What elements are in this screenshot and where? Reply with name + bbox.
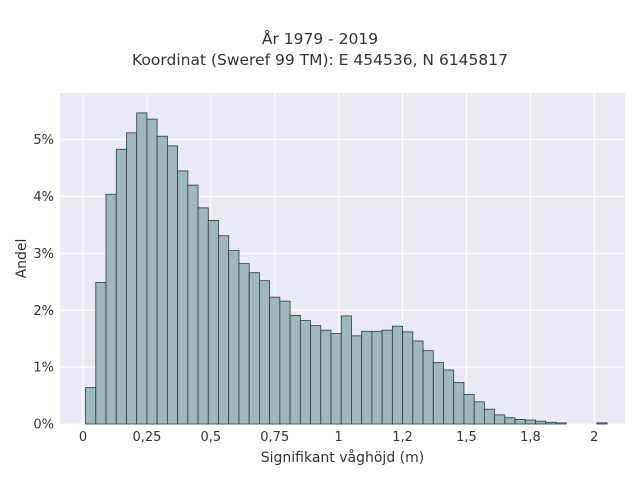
histogram-bar <box>463 394 475 425</box>
histogram-bar <box>238 263 250 425</box>
histogram-bar <box>330 333 342 425</box>
y-tick-label: 1% <box>33 361 54 376</box>
histogram-bar <box>269 296 281 425</box>
histogram-bar <box>483 408 496 425</box>
x-tick-label: 1 <box>335 430 343 445</box>
x-tick-label: 0,5 <box>200 430 221 445</box>
y-tick-label: 0% <box>33 418 54 433</box>
histogram-bar <box>228 250 240 425</box>
x-axis-label: Signifikant våghöjd (m) <box>261 449 424 466</box>
histogram-bar <box>545 421 557 425</box>
histogram-bar <box>166 145 179 425</box>
x-tick-label: 1,5 <box>456 430 477 445</box>
histogram-bar <box>156 135 168 425</box>
histogram-bar <box>340 315 352 425</box>
histogram-bar <box>443 369 455 425</box>
histogram-bar <box>197 207 209 425</box>
histogram-bar <box>535 420 547 425</box>
chart-title: År 1979 - 2019 <box>261 30 379 48</box>
histogram-bar <box>105 193 117 425</box>
x-tick-label: 0,75 <box>260 430 289 445</box>
histogram-bar <box>85 387 97 425</box>
histogram-bar <box>187 184 199 425</box>
histogram-bar <box>432 362 444 425</box>
histogram-bar <box>320 329 332 425</box>
y-tick-label: 2% <box>33 304 54 319</box>
histogram-bar <box>514 419 526 425</box>
histogram-bar <box>391 325 403 425</box>
histogram-bar <box>402 331 414 425</box>
y-tick-label: 3% <box>33 247 54 262</box>
histogram-bar <box>218 235 230 425</box>
histogram-bar <box>555 422 567 425</box>
histogram-bar <box>504 417 516 425</box>
histogram-bar <box>351 335 363 425</box>
histogram-bar <box>289 314 301 425</box>
x-tick-label: 2 <box>590 430 598 445</box>
chart-subtitle: Koordinat (Sweref 99 TM): E 454536, N 61… <box>132 51 508 69</box>
y-tick-label: 4% <box>33 190 54 205</box>
histogram-bar <box>361 330 373 425</box>
histogram-bar <box>279 300 291 425</box>
histogram-bar <box>207 219 219 425</box>
histogram-bar <box>115 148 127 425</box>
y-tick-label: 5% <box>33 133 54 148</box>
x-tick-label: 0,25 <box>132 430 161 445</box>
histogram-bars <box>85 112 608 425</box>
x-tick-label: 0 <box>79 430 87 445</box>
x-tick-label: 1,2 <box>392 430 413 445</box>
histogram-bar <box>146 118 158 425</box>
histogram-bar <box>126 132 138 425</box>
histogram-bar <box>259 280 271 425</box>
y-axis-label: Andel <box>14 239 30 279</box>
histogram-bar <box>177 170 189 425</box>
histogram-bar <box>494 414 506 425</box>
histogram-bar <box>310 325 322 425</box>
histogram-bar <box>299 320 311 425</box>
histogram-bar <box>381 329 393 425</box>
y-axis-ticks: 0% 1% 2% 3% 4% 5% <box>33 133 54 432</box>
histogram-bar <box>136 112 148 425</box>
histogram-bar <box>422 350 434 425</box>
histogram-bar <box>473 401 485 425</box>
histogram-bar <box>371 330 383 425</box>
histogram-bar <box>95 281 107 425</box>
x-axis-ticks: 0 0,25 0,5 0,75 1 1,2 1,5 1,8 2 <box>79 430 599 445</box>
histogram-bar <box>524 419 536 425</box>
histogram-bar <box>453 382 465 425</box>
histogram-bar <box>596 422 608 425</box>
histogram-bar <box>412 340 424 425</box>
histogram-bar <box>248 272 260 425</box>
x-tick-label: 1,8 <box>520 430 541 445</box>
